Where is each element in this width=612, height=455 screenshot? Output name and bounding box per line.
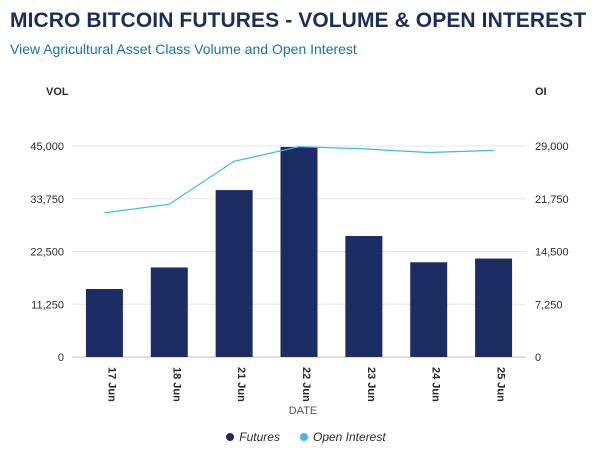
x-tick-label: 25 Jun	[495, 367, 507, 402]
open-interest-line	[104, 146, 494, 214]
right-tick-label: 21,750	[535, 194, 569, 206]
left-tick-label: 33,750	[30, 194, 64, 206]
right-tick-label: 29,000	[535, 141, 569, 153]
x-tick-label: 18 Jun	[170, 367, 182, 402]
futures-bars	[85, 146, 513, 357]
x-tick-label: 23 Jun	[365, 367, 377, 402]
page-title: MICRO BITCOIN FUTURES - VOLUME & OPEN IN…	[10, 9, 587, 32]
futures-bar[interactable]	[410, 262, 448, 357]
futures-bar[interactable]	[345, 236, 383, 357]
right-tick-label: 14,500	[535, 247, 569, 259]
x-axis-ticks: 17 Jun 18 Jun 21 Jun 22 Jun 23 Jun 24 Jun 25 J…	[105, 367, 506, 402]
left-tick-label: 45,000	[30, 141, 64, 153]
right-tick-label: 7,250	[535, 299, 563, 311]
x-axis-title: DATE	[289, 405, 318, 417]
left-axis-ticks: 0 11,250 22,500 33,750 45,000	[30, 141, 64, 364]
legend-oi-label: Open Interest	[312, 430, 386, 444]
x-tick-label: 22 Jun	[300, 367, 312, 402]
x-tick-label: 21 Jun	[235, 367, 247, 402]
legend-futures-dot	[226, 433, 235, 441]
left-tick-label: 22,500	[30, 247, 64, 259]
right-axis-title: OI	[535, 86, 547, 98]
futures-bar[interactable]	[215, 190, 253, 357]
futures-bar[interactable]	[85, 289, 123, 357]
right-tick-label: 0	[535, 352, 541, 364]
legend-futures-label: Futures	[239, 430, 280, 444]
legend-item-futures[interactable]: Futures	[226, 430, 280, 444]
asset-class-link[interactable]: View Agricultural Asset Class Volume and…	[10, 41, 357, 57]
chart-legend: Futures Open Interest	[0, 430, 612, 444]
legend-oi-dot	[299, 433, 308, 441]
legend-item-open-interest[interactable]: Open Interest	[299, 430, 386, 444]
x-tick-label: 24 Jun	[430, 367, 442, 402]
volume-oi-chart: 0 11,250 22,500 33,750 45,000 0 7,250 14,500 21…	[30, 86, 569, 417]
left-tick-label: 11,250	[31, 299, 64, 311]
x-tick-label: 17 Jun	[105, 367, 117, 402]
futures-bar[interactable]	[475, 258, 513, 357]
left-axis-title: VOL	[46, 86, 69, 98]
right-axis-ticks: 0 7,250 14,500 21,750 29,000	[535, 141, 569, 364]
futures-bar[interactable]	[150, 267, 188, 357]
left-tick-label: 0	[58, 352, 64, 364]
futures-bar[interactable]	[280, 146, 318, 357]
